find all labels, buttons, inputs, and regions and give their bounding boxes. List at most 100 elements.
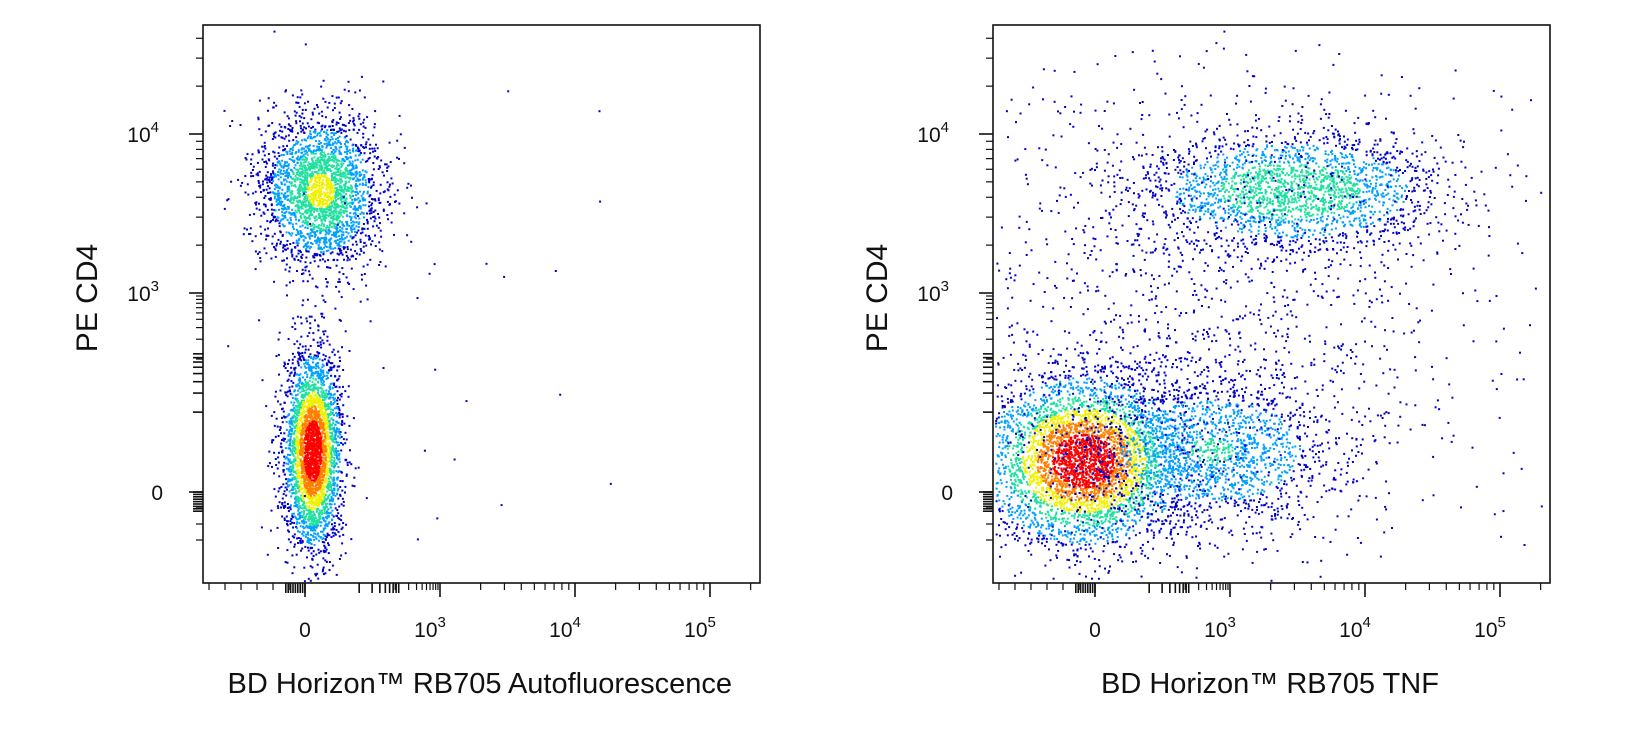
event-dot [290, 158, 293, 161]
event-dot [287, 477, 290, 480]
event-dot [288, 128, 291, 131]
event-dot [263, 212, 266, 215]
event-dot [370, 178, 373, 181]
event-dot [312, 332, 315, 335]
event-dot [366, 263, 369, 266]
event-dot [344, 124, 347, 127]
event-dot [298, 187, 301, 190]
event-dot [338, 278, 341, 281]
event-dot [257, 118, 260, 121]
event-dot [352, 201, 355, 204]
event-dot [288, 530, 291, 533]
event-dot [288, 181, 291, 184]
event-dot [323, 407, 326, 410]
event-dot [310, 211, 312, 214]
event-dot [307, 367, 310, 370]
event-dot [337, 422, 340, 425]
event-dot [288, 490, 291, 493]
event-dot [357, 197, 360, 200]
event-dot [294, 322, 296, 325]
event-dot [270, 220, 273, 223]
event-dot [307, 168, 310, 171]
event-dot [324, 403, 327, 406]
event-dot [267, 465, 270, 468]
event-dot [332, 396, 334, 399]
event-dot [310, 189, 313, 191]
event-dot [297, 150, 300, 153]
event-dot [344, 177, 347, 180]
event-dot [300, 498, 303, 501]
event-dot [300, 236, 303, 238]
event-dot [351, 484, 354, 487]
event-dot [305, 521, 308, 524]
event-dot [389, 195, 392, 198]
event-dot [262, 211, 265, 214]
event-dot [331, 386, 334, 389]
event-dot [321, 363, 324, 366]
event-dot [277, 238, 280, 241]
event-dot [355, 179, 358, 182]
event-dot [298, 237, 301, 240]
event-dot [287, 338, 290, 340]
event-dot [289, 465, 292, 468]
event-dot [258, 202, 260, 205]
event-dot [292, 227, 295, 230]
event-dot [324, 301, 327, 303]
event-dot [337, 487, 340, 490]
event-dot [293, 368, 296, 371]
event-dot [275, 104, 278, 107]
event-dot [246, 153, 249, 156]
event-dot [323, 380, 326, 383]
event-dot [263, 247, 266, 250]
event-dot [311, 546, 314, 549]
event-dot [345, 221, 348, 224]
event-dot [342, 171, 344, 174]
event-dot [343, 124, 346, 127]
event-dot [301, 129, 304, 132]
event-dot [334, 239, 337, 242]
event-dot [348, 104, 351, 107]
event-dot [275, 244, 278, 247]
event-dot [334, 210, 337, 213]
event-dot [315, 185, 318, 188]
event-dot [364, 234, 367, 237]
event-dot [316, 356, 319, 359]
event-dot [297, 422, 300, 425]
event-dot [323, 358, 326, 361]
event-dot [300, 417, 303, 420]
event-dot [314, 319, 316, 322]
event-dot [335, 225, 338, 228]
event-dot [322, 228, 325, 231]
event-dot [295, 222, 298, 225]
event-dot [318, 511, 321, 514]
event-dot [347, 395, 350, 398]
event-dot [297, 456, 300, 459]
event-dot [290, 234, 293, 237]
event-dot [348, 258, 351, 261]
event-dot [277, 490, 280, 493]
event-dot [299, 405, 302, 408]
event-dot [290, 201, 293, 204]
event-dot [315, 162, 317, 165]
event-dot [290, 196, 293, 199]
event-dot [302, 402, 305, 405]
event-dot [304, 183, 307, 186]
event-dot [339, 181, 342, 184]
event-dot [291, 177, 294, 180]
event-dot [284, 561, 287, 564]
event-dot [259, 257, 262, 259]
event-dot [259, 186, 262, 189]
event-dot [330, 438, 333, 441]
event-dot [274, 164, 277, 166]
event-dot [313, 512, 316, 515]
event-dot [354, 199, 356, 202]
event-dot [370, 212, 373, 215]
event-dot [305, 223, 308, 226]
event-dot [319, 142, 322, 144]
event-dot [334, 385, 337, 388]
event-dot [291, 477, 294, 480]
event-dot [283, 203, 286, 206]
event-dot [295, 204, 298, 207]
event-dot [346, 186, 349, 189]
event-dot [324, 125, 327, 128]
